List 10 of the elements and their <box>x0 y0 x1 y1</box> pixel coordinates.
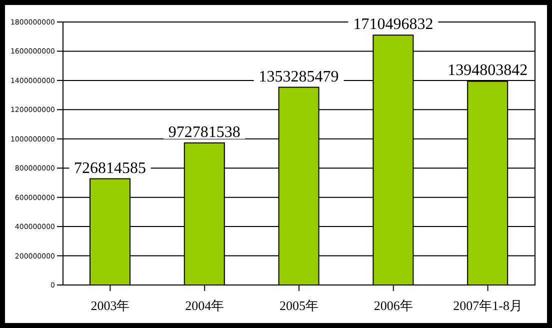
data-label: 1353285479 <box>258 68 339 86</box>
x-tick-label: 2005年 <box>280 298 318 314</box>
data-label: 1394803842 <box>448 62 528 80</box>
x-tick-label: 2006年 <box>374 298 413 314</box>
x-tick-label: 2003年 <box>90 298 130 314</box>
data-label: 972781538 <box>168 124 240 141</box>
x-tick-label: 2007年1-8月 <box>453 298 522 314</box>
data-label: 1710496832 <box>353 16 434 34</box>
x-tick-label: 2004年 <box>185 298 224 314</box>
data-label: 726814585 <box>74 160 146 177</box>
